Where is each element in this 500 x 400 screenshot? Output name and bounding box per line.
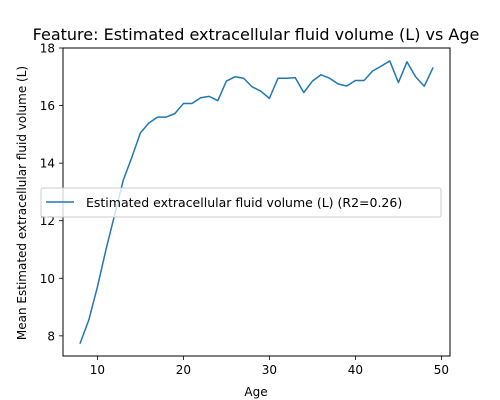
x-tick-label: 20 — [176, 363, 191, 377]
x-axis-ticks: 10 20 30 40 50 — [90, 356, 449, 377]
legend-label: Estimated extracellular fluid volume (L)… — [86, 195, 402, 210]
y-tick-label: 16 — [40, 99, 55, 113]
series-layer — [79, 60, 434, 345]
y-tick-label: 10 — [40, 272, 55, 286]
x-tick-label: 50 — [434, 363, 449, 377]
y-tick-label: 14 — [40, 157, 55, 171]
y-axis-ticks: 8 10 12 14 16 18 — [40, 42, 63, 343]
legend: Estimated extracellular fluid volume (L)… — [40, 187, 442, 218]
x-axis-label: Age — [244, 385, 267, 399]
y-tick-label: 18 — [40, 42, 55, 56]
chart-title: Feature: Estimated extracellular fluid v… — [33, 25, 480, 44]
x-tick-label: 10 — [90, 363, 105, 377]
y-tick-label: 8 — [47, 329, 55, 343]
legend-box — [40, 187, 442, 218]
x-tick-label: 30 — [262, 363, 277, 377]
x-tick-label: 40 — [348, 363, 363, 377]
y-axis-label: Mean Estimated extracellular fluid volum… — [15, 66, 29, 340]
series-line — [79, 60, 434, 345]
y-tick-label: 12 — [40, 214, 55, 228]
